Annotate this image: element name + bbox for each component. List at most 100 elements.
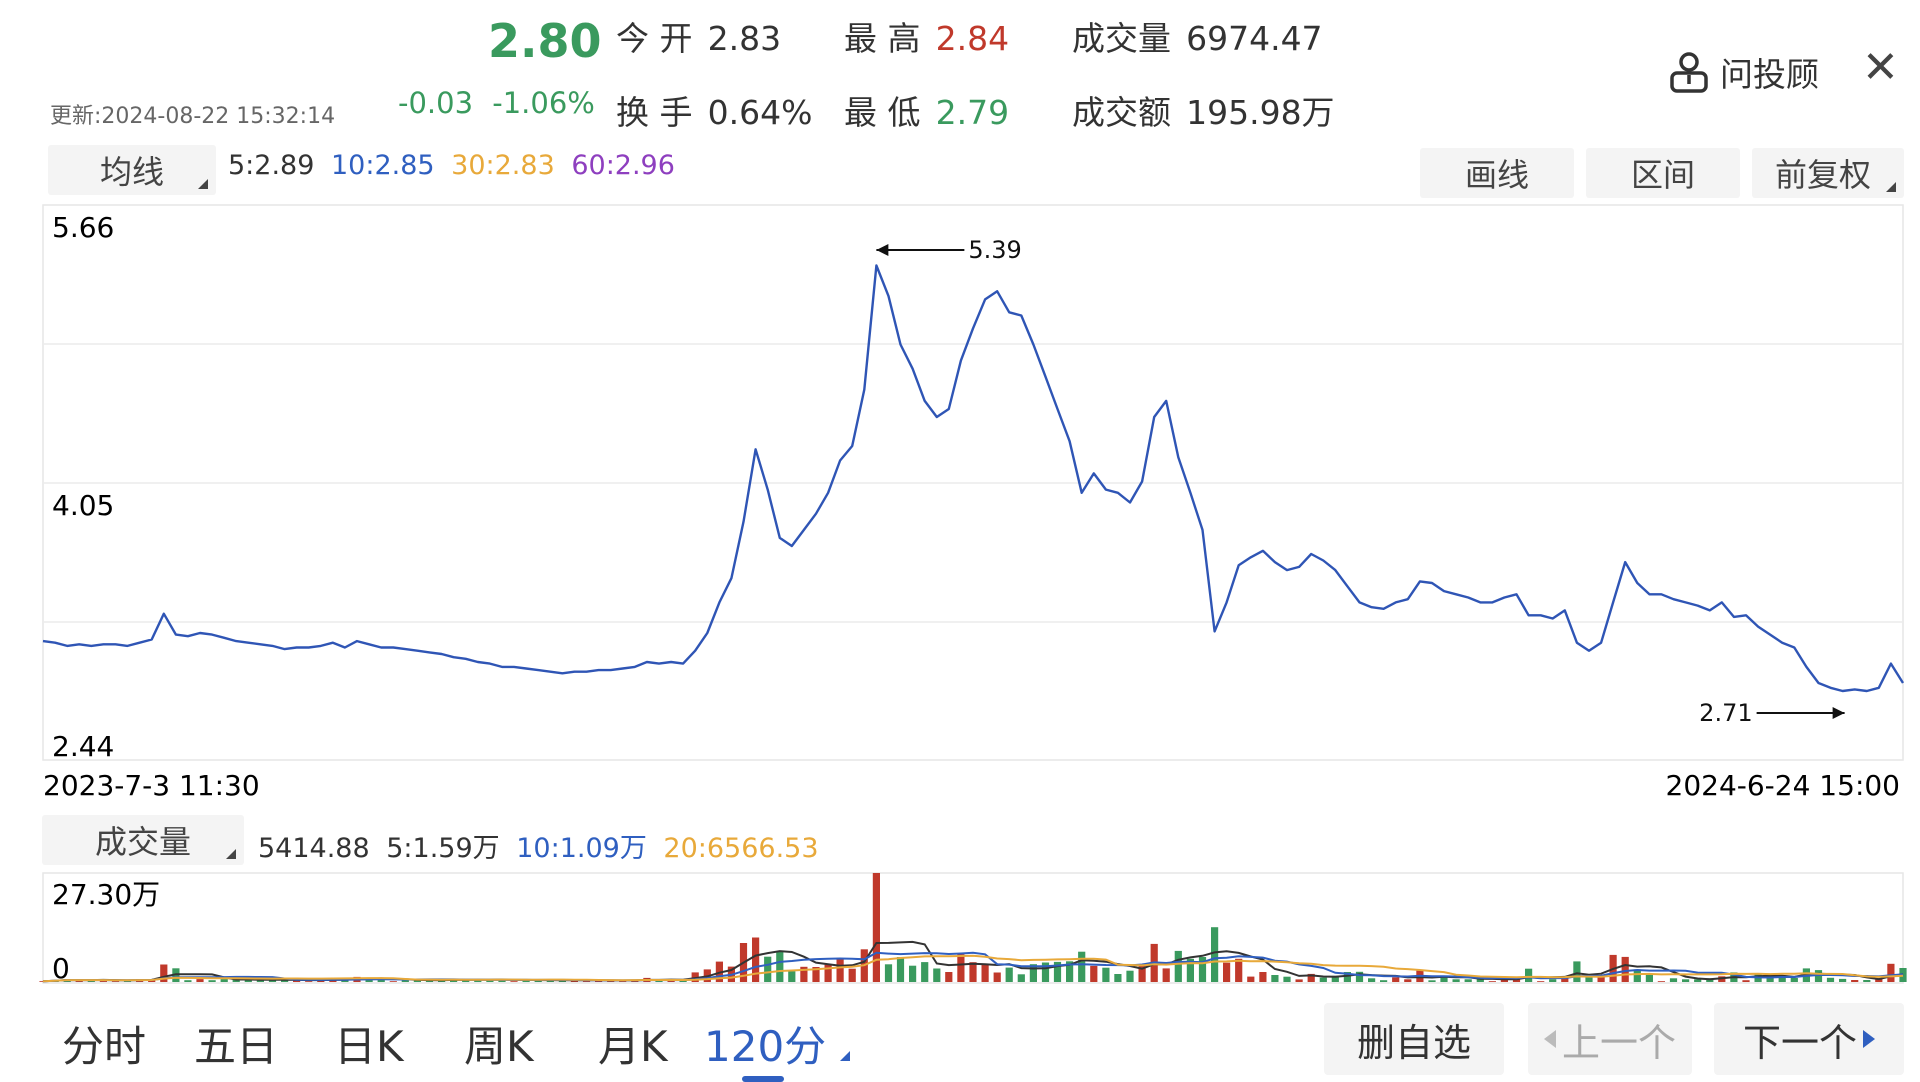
- draw-line-label: 画线: [1464, 156, 1529, 194]
- high-stat: 最 高 2.84: [844, 12, 1009, 60]
- volume-bar: [1742, 980, 1750, 982]
- volume-bar: [896, 957, 905, 982]
- advisor-label: 问投顾: [1720, 55, 1819, 94]
- dropdown-corner-icon: [226, 849, 236, 859]
- price-series: [42, 264, 1905, 693]
- volume-current: 5414.88: [258, 833, 370, 864]
- ma-selector[interactable]: 均线: [48, 145, 216, 195]
- high-value: 2.84: [935, 19, 1010, 58]
- draw-line-button[interactable]: 画线: [1420, 148, 1574, 198]
- active-tab-indicator: [742, 1076, 784, 1082]
- tab-120-min-label: 120分: [704, 1022, 827, 1071]
- ma-selector-label: 均线: [99, 153, 164, 191]
- volume-bar: [957, 954, 965, 982]
- volume-bar: [1694, 979, 1702, 982]
- range-label: 区间: [1630, 156, 1695, 194]
- volume-bar: [1319, 977, 1327, 982]
- tab-weekly-k[interactable]: 周K: [464, 1022, 534, 1071]
- dropdown-corner-icon: [198, 179, 208, 189]
- previous-button[interactable]: 上一个: [1528, 1003, 1692, 1075]
- volume-bar: [1464, 979, 1472, 982]
- volume-bar: [1657, 981, 1665, 982]
- volume-bar: [1887, 963, 1895, 982]
- volume-bar: [824, 964, 832, 982]
- volume-bar: [1561, 976, 1569, 982]
- volume-bar: [39, 981, 47, 982]
- volume-bar: [933, 968, 941, 982]
- previous-arrow-icon: [1543, 1030, 1556, 1048]
- next-button[interactable]: 下一个: [1714, 1003, 1904, 1075]
- volume-value: 6974.47: [1186, 19, 1323, 58]
- adjust-selector[interactable]: 前复权: [1752, 148, 1904, 198]
- volume-bar: [884, 964, 893, 982]
- volume-values: 5414.88 5:1.59万 10:1.09万 20:6566.53: [258, 826, 819, 865]
- range-button[interactable]: 区间: [1586, 148, 1740, 198]
- volume-selector-label: 成交量: [94, 823, 191, 861]
- volume-bar: [945, 972, 953, 982]
- volume-bar: [607, 981, 615, 982]
- dropdown-corner-icon: [839, 1051, 850, 1061]
- volume-bar: [462, 980, 470, 982]
- chart-canvas[interactable]: 5.66 4.05 2.44 5.39 2.71 2023-7-3 11:30 …: [0, 0, 1920, 1000]
- ma10-value: 10:2.85: [331, 150, 435, 181]
- advisor-person-icon: [1670, 52, 1708, 93]
- volume-bar: [389, 981, 397, 982]
- update-time: 更新:2024-08-22 15:32:14: [50, 104, 336, 129]
- previous-label: 上一个: [1561, 1020, 1676, 1065]
- open-label: 今 开: [616, 19, 693, 58]
- volume-bar: [1138, 964, 1146, 982]
- tab-intraday[interactable]: 分时: [62, 1022, 147, 1071]
- ma30-value: 30:2.83: [451, 150, 555, 181]
- volume-bar: [1162, 968, 1170, 982]
- volume-bar: [1826, 977, 1835, 982]
- volume-bar: [1573, 961, 1581, 982]
- volume-bar: [1223, 962, 1231, 982]
- volume-bar: [1512, 979, 1521, 982]
- volume-bar: [1404, 979, 1412, 982]
- volume-bar: [1017, 974, 1025, 982]
- volume-bar: [1875, 978, 1883, 982]
- price-grid: [42, 204, 1904, 761]
- volume-bar: [1537, 981, 1545, 982]
- adjust-label: 前复权: [1774, 156, 1871, 194]
- tab-monthly-k[interactable]: 月K: [598, 1022, 668, 1071]
- tab-five-day[interactable]: 五日: [194, 1022, 279, 1071]
- volume-label: 成交量: [1072, 19, 1171, 58]
- tab-120-min[interactable]: 120分: [704, 1013, 850, 1074]
- volume-bar: [1380, 980, 1388, 982]
- volume-bar: [1271, 975, 1279, 982]
- volume-bar: [1211, 927, 1219, 982]
- volume-bar: [1102, 967, 1110, 982]
- volume-bar: [365, 979, 373, 982]
- amount-label: 成交额: [1072, 93, 1171, 132]
- volume-bar: [1392, 977, 1400, 982]
- volume-bar: [1597, 975, 1605, 982]
- turnover-value: 0.64%: [707, 93, 813, 132]
- volume-bar: [800, 966, 808, 982]
- tab-daily-k[interactable]: 日K: [334, 1022, 404, 1071]
- volume-bar: [788, 971, 796, 982]
- volume-bar: [1766, 976, 1774, 982]
- min-marker: 2.71: [1699, 699, 1845, 727]
- volume-bar: [1186, 958, 1194, 982]
- volume-bar: [401, 980, 409, 982]
- volume-stat: 成交量 6974.47: [1072, 12, 1323, 60]
- volume-bar: [1633, 969, 1641, 982]
- x-start-label: 2023-7-3 11:30: [43, 769, 260, 802]
- close-icon[interactable]: ✕: [1862, 42, 1899, 93]
- y-tick-mid: 4.05: [52, 489, 114, 522]
- volume-bar: [1174, 950, 1182, 982]
- max-marker: 5.39: [876, 236, 1022, 264]
- volume-selector[interactable]: 成交量: [42, 815, 244, 865]
- volume-bar: [111, 981, 120, 982]
- volume-bar: [812, 967, 820, 982]
- next-arrow-icon: [1863, 1030, 1875, 1048]
- volume-bar: [196, 979, 204, 982]
- volume-bar: [1669, 978, 1678, 982]
- advisor-button[interactable]: 问投顾: [1668, 48, 1819, 96]
- dropdown-corner-icon: [1886, 182, 1896, 192]
- delete-watchlist-button[interactable]: 删自选: [1324, 1003, 1504, 1075]
- low-label: 最 低: [844, 93, 921, 132]
- amount-value: 195.98万: [1186, 93, 1335, 132]
- volume-bar: [1790, 978, 1798, 982]
